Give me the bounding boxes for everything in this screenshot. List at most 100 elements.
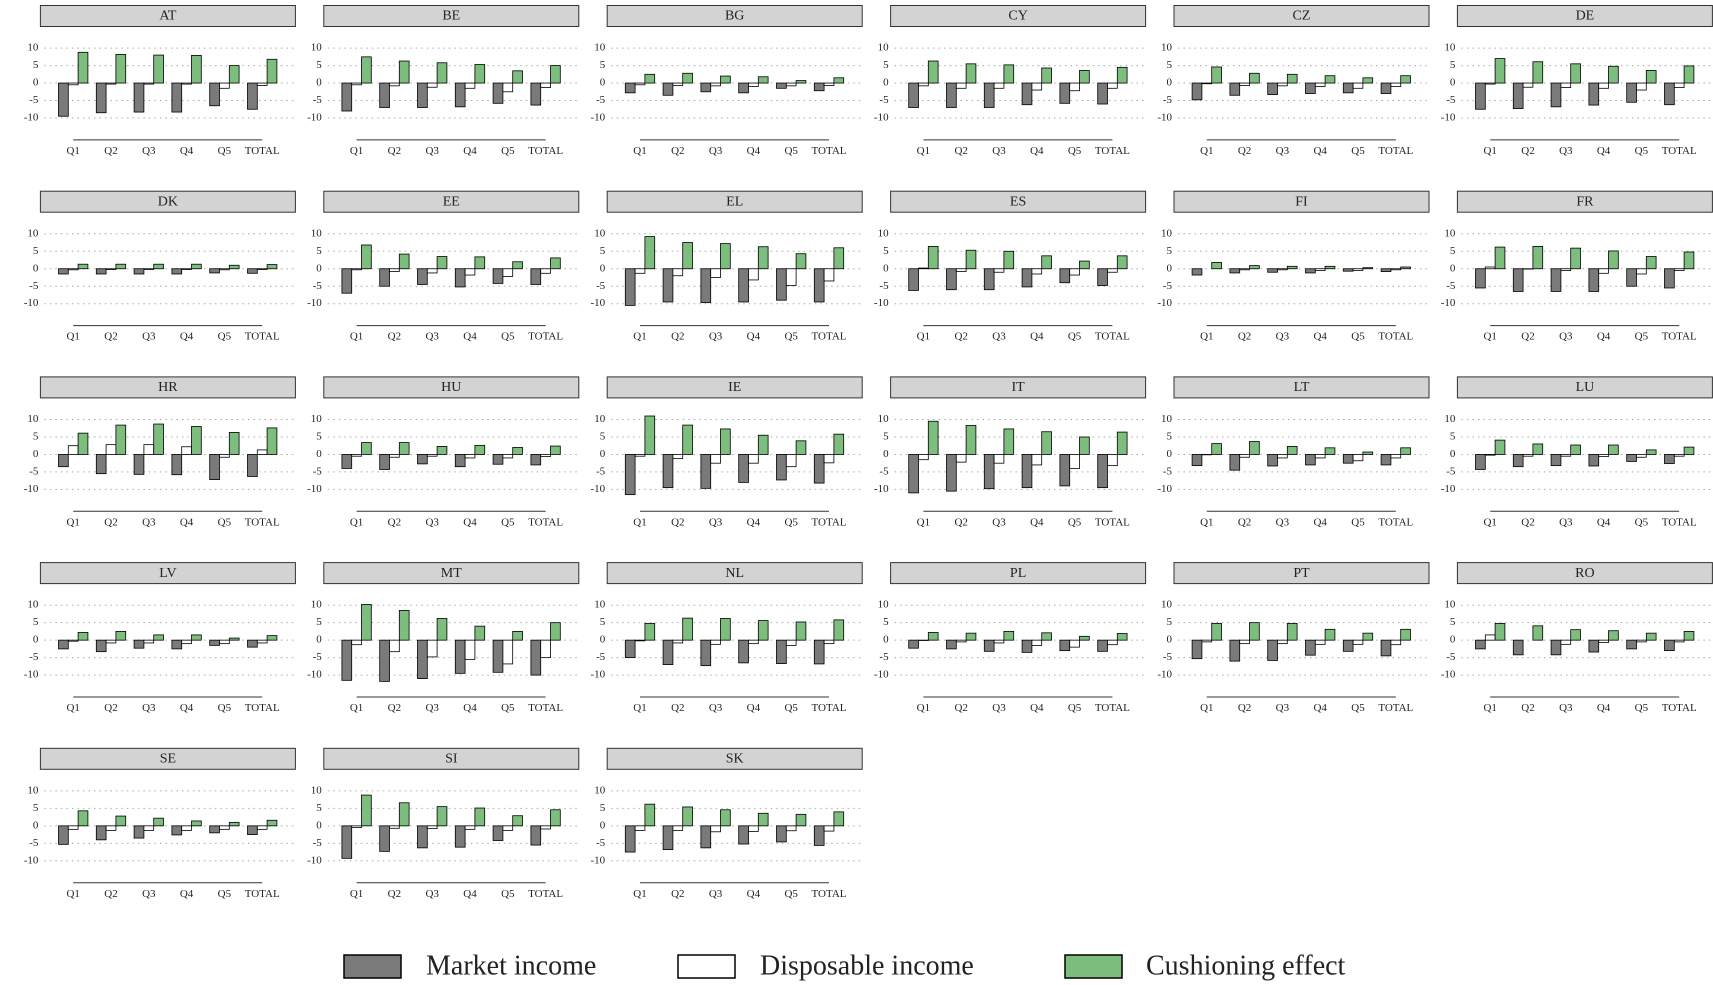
panel-title: LV (159, 566, 176, 581)
bar (1107, 639, 1118, 646)
bar (512, 815, 523, 827)
bar (115, 263, 127, 270)
y-tick-label: -5 (29, 465, 39, 477)
bar (1673, 454, 1685, 457)
bar (361, 56, 372, 84)
bar (1314, 454, 1326, 459)
x-tick-label: Q1 (917, 516, 930, 528)
x-tick-label: Q2 (104, 888, 117, 900)
y-tick-label: 0 (33, 634, 39, 646)
bar (700, 268, 712, 304)
x-tick-label: Q3 (1276, 331, 1290, 343)
x-tick-label: Q1 (1483, 331, 1496, 343)
bar (153, 423, 164, 455)
y-tick-label: 10 (311, 599, 323, 611)
bar (1069, 639, 1080, 648)
bar (266, 635, 278, 641)
x-tick-label: Q1 (350, 702, 363, 714)
bar (776, 268, 787, 301)
bar (1390, 639, 1402, 646)
x-tick-label: Q4 (1313, 516, 1327, 528)
bar (757, 620, 769, 641)
panel: BE 10 5 0 -5 -10 Q1 Q2 Q3 Q4 Q5 TOTAL (307, 5, 580, 157)
bar (1626, 639, 1637, 650)
panel-header (1173, 376, 1430, 399)
y-tick-label: 10 (1161, 599, 1173, 611)
x-tick-label: Q3 (709, 888, 723, 900)
bar (256, 639, 268, 644)
panel: PL 10 5 0 -5 -10 Q1 Q2 Q3 Q4 Q5 TOTAL (874, 562, 1147, 714)
y-tick-label: 0 (33, 448, 39, 460)
bar (530, 268, 542, 285)
bar (1400, 447, 1411, 455)
x-tick-label: Q3 (1559, 331, 1573, 343)
panel-header (1173, 562, 1430, 585)
bar (1324, 628, 1336, 641)
bar (191, 55, 202, 84)
y-tick-label: -5 (313, 837, 323, 849)
bar (634, 268, 646, 274)
x-tick-label: Q2 (388, 331, 401, 343)
legend-label: Disposable income (760, 950, 974, 981)
bar (426, 82, 438, 88)
bar (1342, 639, 1354, 652)
x-tick-label: Q4 (180, 888, 194, 900)
bar (95, 639, 107, 653)
panel-title: PL (1010, 566, 1026, 581)
bar (1636, 454, 1647, 458)
bar (1277, 454, 1288, 459)
panel-header (1456, 190, 1713, 213)
bar (171, 454, 183, 476)
legend-label: Market income (426, 950, 596, 981)
bar (247, 639, 258, 648)
x-tick-label: Q5 (1351, 331, 1365, 343)
panel: SK 10 5 0 -5 -10 Q1 Q2 Q3 Q4 Q5 TOTAL (591, 747, 863, 900)
legend: Market income Disposable income Cushioni… (343, 950, 1346, 981)
panel-header (606, 376, 863, 399)
y-tick-label: 0 (600, 819, 606, 831)
bar (1229, 268, 1241, 274)
bar (1683, 631, 1695, 641)
bar (1041, 431, 1052, 455)
bar (927, 245, 939, 270)
bar (219, 639, 230, 645)
bar (1041, 255, 1052, 270)
panel-title: SK (726, 752, 744, 767)
bar (1512, 268, 1524, 292)
x-tick-label: Q4 (180, 145, 194, 157)
bar (672, 82, 684, 86)
x-tick-label: TOTAL (1095, 145, 1130, 157)
bar (530, 639, 542, 676)
y-tick-label: 5 (883, 431, 889, 443)
bar (720, 428, 731, 455)
bar (682, 424, 693, 455)
bar (1003, 631, 1015, 641)
y-tick-label: -10 (1157, 112, 1172, 124)
bar (682, 617, 693, 641)
panel: EE 10 5 0 -5 -10 Q1 Q2 Q3 Q4 Q5 TOTAL (307, 190, 580, 343)
bar (256, 82, 268, 86)
bar (540, 82, 551, 88)
bar (115, 424, 127, 455)
x-tick-label: Q4 (1597, 702, 1611, 714)
x-tick-label: Q5 (784, 516, 798, 528)
panel: FR 10 5 0 -5 -10 Q1 Q2 Q3 Q4 Q5 TOTAL (1441, 190, 1713, 343)
x-tick-label: TOTAL (528, 145, 563, 157)
bar (757, 812, 769, 827)
bar (540, 639, 551, 659)
y-tick-label: 0 (1450, 634, 1456, 646)
bar (341, 639, 353, 681)
x-tick-label: Q5 (784, 331, 798, 343)
bar (1342, 268, 1354, 272)
bar (1249, 441, 1260, 455)
bar (550, 809, 561, 827)
bar (58, 639, 69, 650)
y-tick-label: 10 (27, 42, 39, 54)
x-tick-label: Q5 (218, 888, 232, 900)
bar (247, 82, 258, 110)
y-tick-label: -5 (1446, 280, 1456, 292)
x-tick-label: Q2 (1521, 702, 1534, 714)
bar (171, 639, 183, 650)
bar (191, 820, 202, 827)
bar (776, 82, 787, 89)
